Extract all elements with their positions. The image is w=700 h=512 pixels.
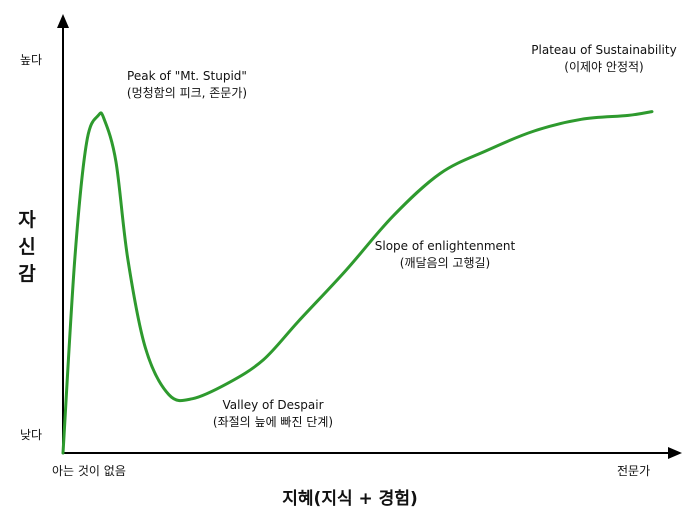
annotation-valley: Valley of Despair (좌절의 늪에 빠진 단계) [188,397,358,431]
x-axis-arrow [668,447,682,459]
annotation-peak-title: Peak of "Mt. Stupid" [127,69,247,83]
y-axis-label-char: 신 [18,236,36,258]
y-tick-high: 높다 [20,53,43,67]
annotation-slope-title: Slope of enlightenment [374,239,516,253]
annotation-plateau-title: Plateau of Sustainability [531,43,677,57]
annotation-slope-subtitle: (깨달음의 고행길) [399,256,491,270]
series-layer [61,110,654,455]
annotation-slope: Slope of enlightenment (깨달음의 고행길) [360,238,530,272]
annotation-peak: Peak of "Mt. Stupid" (멍청함의 피크, 존문가) [102,68,272,102]
x-axis-label: 지혜(지식 + 경험) [282,489,418,509]
x-tick-end: 전문가 [617,464,651,478]
annotation-peak-subtitle: (멍청함의 피크, 존문가) [126,86,248,100]
y-tick-low: 낮다 [20,428,43,442]
y-axis-arrow [57,14,69,28]
series-line [61,110,654,455]
annotation-valley-subtitle: (좌절의 늪에 빠진 단계) [212,415,334,429]
y-axis-label-char: 감 [18,263,36,285]
x-tick-start: 아는 것이 없음 [52,464,126,478]
y-axis-label: 자 신 감 [14,207,40,288]
y-axis-label-char: 자 [18,209,36,231]
annotation-plateau-subtitle: (이제야 안정적) [564,60,644,74]
annotation-plateau: Plateau of Sustainability (이제야 안정적) [510,42,698,76]
annotation-valley-title: Valley of Despair [222,398,324,412]
